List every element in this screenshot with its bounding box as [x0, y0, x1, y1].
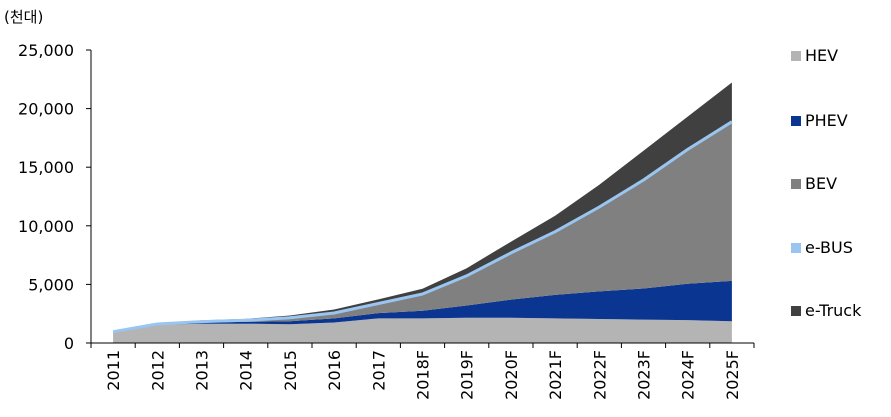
series-area-hev — [113, 317, 732, 343]
y-tick-label: 15,000 — [18, 158, 74, 177]
legend-item-e-bus: e-BUS — [791, 238, 853, 257]
x-tick-label: 2018F — [414, 350, 433, 400]
y-tick-label: 20,000 — [18, 100, 74, 119]
x-tick-label: 2025F — [723, 350, 742, 400]
x-tick-label: 2015 — [281, 350, 300, 391]
x-tick-label: 2014 — [237, 350, 256, 391]
legend-label: BEV — [805, 174, 838, 193]
y-tick-label: 25,000 — [18, 41, 74, 60]
series-area-phev — [113, 280, 732, 332]
legend-swatch — [791, 115, 801, 126]
legend-item-hev: HEV — [791, 46, 838, 65]
legend-label: e-Truck — [805, 301, 862, 320]
legend-swatch — [791, 178, 801, 189]
x-tick-label: 2019F — [458, 350, 477, 400]
series-lines — [112, 120, 733, 334]
series-areas — [113, 82, 732, 343]
legend-item-e-truck: e-Truck — [791, 301, 861, 320]
legend-item-bev: BEV — [791, 174, 837, 193]
x-tick-label: 2017 — [369, 350, 388, 391]
series-line-e-bus — [112, 120, 733, 334]
legend-swatch — [791, 50, 801, 61]
legend-item-phev: PHEV — [791, 111, 848, 130]
x-tick-label: 2021F — [546, 350, 565, 400]
x-tick-label: 2012 — [148, 350, 167, 391]
y-tick-label: 0 — [64, 334, 74, 353]
unit-label: (천대) — [4, 8, 44, 26]
x-tick-label: 2016 — [325, 350, 344, 391]
x-tick-label: 2023F — [635, 350, 654, 400]
axes: 0 5,000 10,000 15,000 20,000 25,000 2011 2012 20… — [18, 41, 755, 400]
x-tick-label: 2011 — [104, 350, 123, 391]
legend-swatch — [791, 242, 801, 253]
y-tick-label: 10,000 — [18, 217, 74, 236]
legend-label: HEV — [805, 46, 839, 65]
legend-label: e-BUS — [805, 238, 853, 257]
x-tick-label: 2020F — [502, 350, 521, 400]
series-area-bev — [113, 123, 732, 332]
x-tick-label: 2013 — [193, 350, 212, 391]
legend-swatch — [791, 305, 801, 316]
x-tick-label: 2024F — [679, 350, 698, 400]
legend-label: PHEV — [805, 111, 848, 130]
x-tick-label: 2022F — [590, 350, 609, 400]
y-tick-label: 5,000 — [28, 275, 74, 294]
